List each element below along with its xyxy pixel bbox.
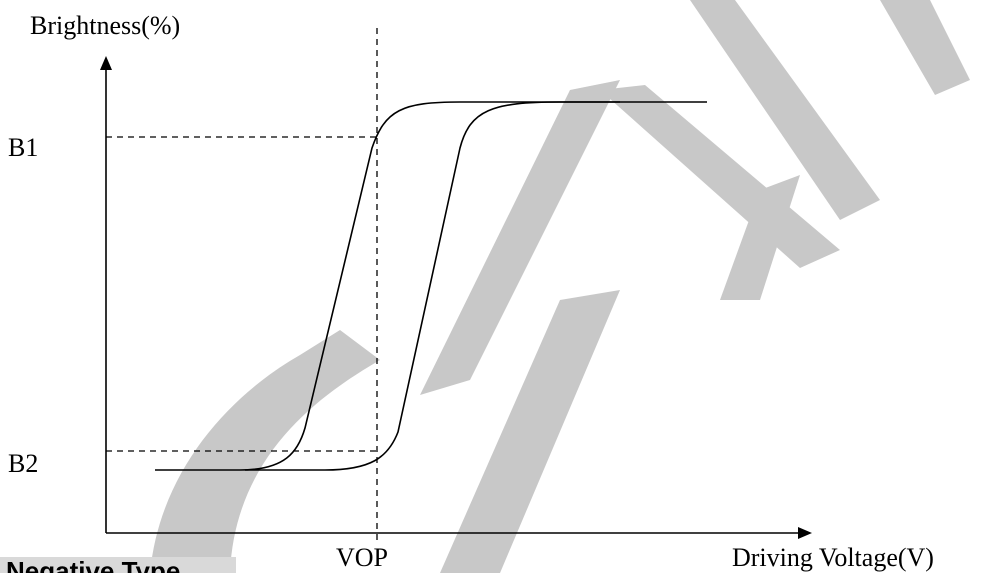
watermark <box>150 0 970 573</box>
y-axis-label: Brightness(%) <box>30 11 180 40</box>
b1-label: B1 <box>8 133 38 162</box>
x-axis-arrowhead <box>798 527 812 539</box>
axes <box>105 66 800 534</box>
curve-left <box>155 101 620 471</box>
vop-label: VOP <box>336 543 388 572</box>
x-axis-label: Driving Voltage(V) <box>732 543 934 572</box>
y-axis-arrowhead <box>100 56 112 70</box>
caption-banner: Negative Type <box>0 557 236 573</box>
b2-label: B2 <box>8 449 38 478</box>
caption-text: Negative Type <box>6 557 181 573</box>
hysteresis-curves <box>155 101 707 471</box>
curve-right <box>245 101 707 471</box>
